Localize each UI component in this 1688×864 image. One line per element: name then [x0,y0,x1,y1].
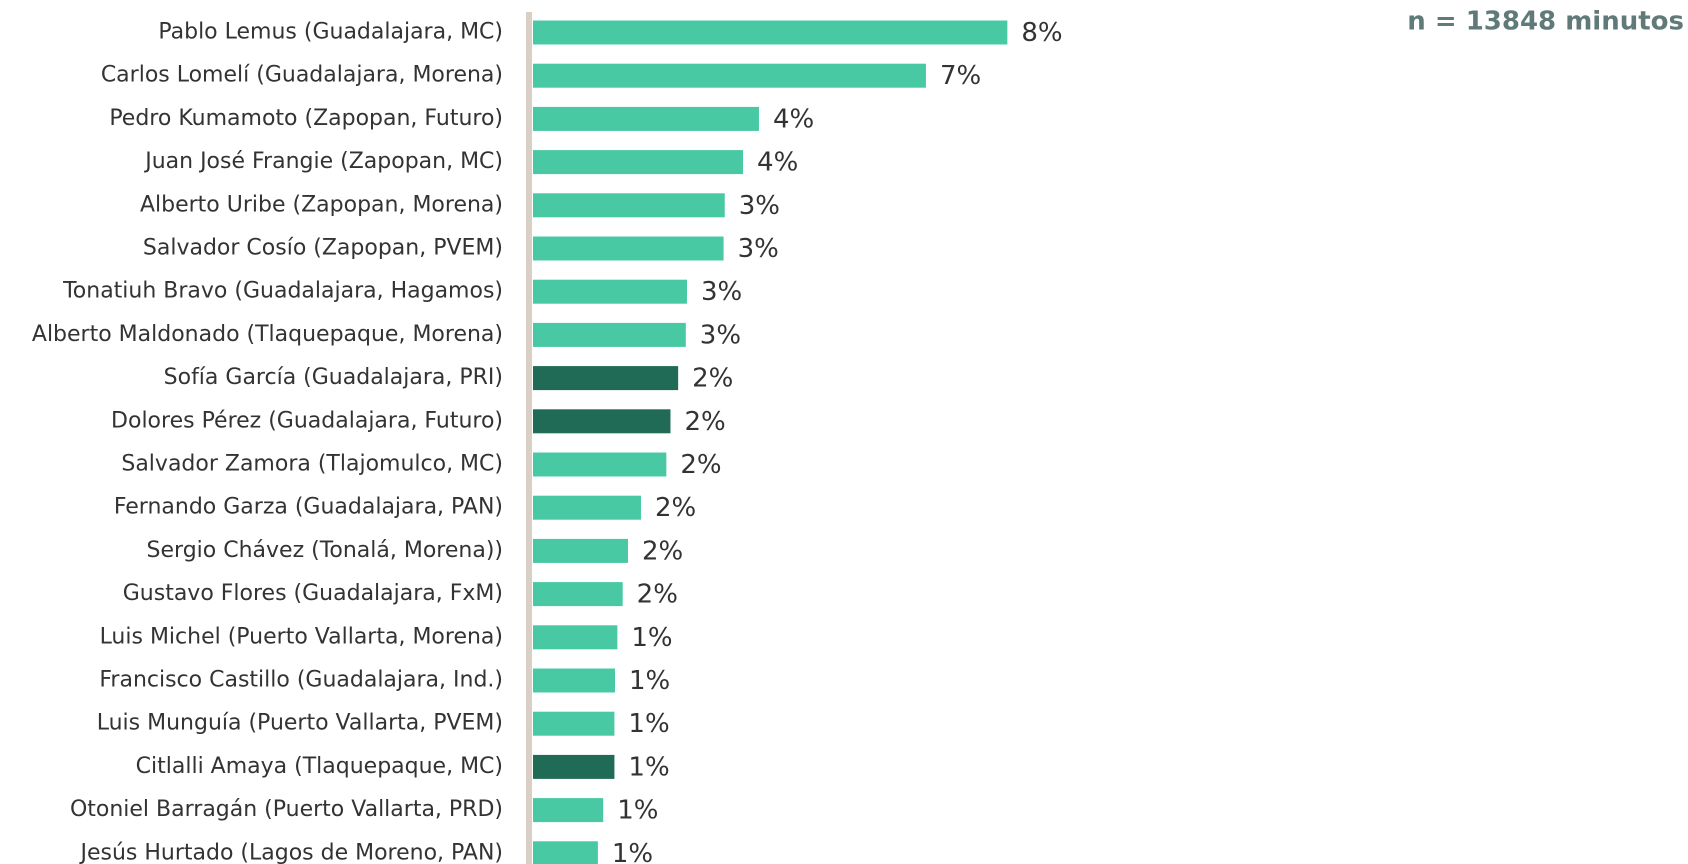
bar [533,150,744,175]
value-label: 1% [612,839,653,864]
value-label: 1% [617,796,658,826]
category-label: Otoniel Barragán (Puerto Vallarta, PRD) [70,797,503,822]
bar [533,495,641,520]
category-label: Dolores Pérez (Guadalajara, Futuro) [111,408,503,433]
bar [533,452,667,477]
bar [533,754,615,779]
value-label: 3% [739,191,780,221]
category-label: Carlos Lomelí (Guadalajara, Morena) [101,63,503,88]
bar [533,841,598,864]
value-label: 2% [637,580,678,610]
category-label: Pablo Lemus (Guadalajara, MC) [158,20,503,45]
value-label: 3% [738,234,779,264]
value-label: 3% [700,320,741,350]
category-label: Sofía García (Guadalajara, PRI) [164,365,503,390]
value-label: 4% [757,148,798,178]
value-label: 2% [684,407,725,437]
bar [533,711,615,736]
value-label: 8% [1021,18,1062,48]
category-label: Fernando Garza (Guadalajara, PAN) [114,495,503,520]
bar [533,63,926,88]
value-label: 2% [680,450,721,480]
bar [533,625,618,650]
category-label: Alberto Uribe (Zapopan, Morena) [140,192,503,217]
category-label: Gustavo Flores (Guadalajara, FxM) [123,581,503,606]
value-label: 1% [631,623,672,653]
value-label: 2% [655,493,696,523]
value-label: 1% [628,709,669,739]
bar [533,193,725,218]
value-label: 1% [628,752,669,782]
category-label: Luis Michel (Puerto Vallarta, Morena) [100,624,503,649]
value-label: 7% [940,61,981,91]
category-label: Sergio Chávez (Tonalá, Morena)) [147,538,503,563]
bar [533,366,679,391]
bar [533,20,1008,45]
category-label: Juan José Frangie (Zapopan, MC) [143,149,503,174]
bar [533,582,623,607]
value-label: 2% [642,536,683,566]
category-label: Jesús Hurtado (Lagos de Moreno, PAN) [78,840,503,864]
category-label: Citlalli Amaya (Tlaquepaque, MC) [136,754,503,779]
category-label: Tonatiuh Bravo (Guadalajara, Hagamos) [62,279,503,304]
value-label: 3% [701,277,742,307]
category-label: Francisco Castillo (Guadalajara, Ind.) [99,668,503,693]
bar [533,106,759,131]
bar [533,538,628,563]
category-label: Pedro Kumamoto (Zapopan, Futuro) [109,106,503,131]
bar [533,409,671,434]
bar [533,668,616,693]
value-label: 1% [629,666,670,696]
bar [533,236,724,261]
bar [533,279,687,304]
annotation: n = 13848 minutos [1407,7,1684,37]
category-label: Luis Munguía (Puerto Vallarta, PVEM) [97,711,503,736]
bar [533,322,686,347]
value-label: 2% [692,364,733,394]
bar [533,798,604,823]
category-label: Salvador Cosío (Zapopan, PVEM) [143,236,503,261]
category-label: Alberto Maldonado (Tlaquepaque, Morena) [32,322,503,347]
value-label: 4% [773,104,814,134]
category-label: Salvador Zamora (Tlajomulco, MC) [121,452,503,477]
